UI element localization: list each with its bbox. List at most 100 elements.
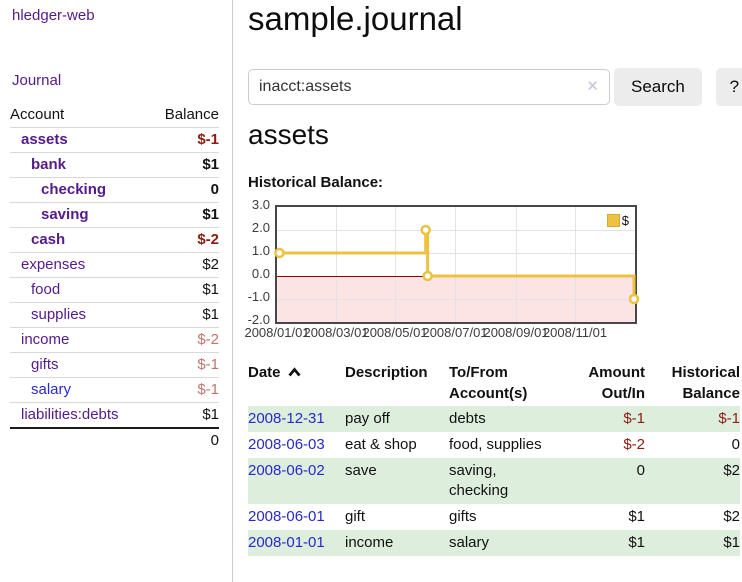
main-content: sample.journal ✕ Search ? assets Histori…	[234, 0, 742, 582]
transaction-balance: $1	[645, 530, 740, 556]
sidebar-item-journal[interactable]: Journal	[12, 72, 62, 89]
transaction-amount: $-2	[623, 436, 645, 453]
historical-balance-chart: $ 2008/01/01 2008/03/01 2008/05/01 2008/07/…	[234, 197, 742, 344]
transaction-accounts: food, supplies	[449, 436, 542, 453]
accounts-total-value: 0	[149, 427, 219, 453]
data-point-marker	[422, 270, 433, 282]
y-axis-tick-label: -1.0	[247, 289, 270, 304]
transaction-row: 2008-01-01 income salary $1 $1	[248, 530, 740, 556]
transaction-date-link[interactable]: 2008-06-03	[248, 436, 325, 453]
transaction-amount: 0	[557, 458, 645, 504]
search-input[interactable]	[248, 69, 610, 105]
x-axis-tick-label: 2008/01/01	[244, 325, 310, 340]
transaction-date-link[interactable]: 2008-12-31	[248, 410, 325, 427]
transaction-description: income	[345, 530, 449, 556]
account-balance: $-1	[149, 352, 219, 378]
transaction-date-link[interactable]: 2008-06-01	[248, 508, 325, 525]
y-axis-tick-label: 0.0	[251, 266, 270, 281]
gridline	[277, 230, 635, 231]
page-title: sample.journal	[248, 0, 463, 37]
chart-legend: $	[604, 212, 631, 229]
transaction-date-link[interactable]: 2008-06-02	[248, 462, 325, 479]
chart-title: Historical Balance:	[248, 174, 384, 191]
account-balance: $2	[149, 252, 219, 278]
account-balance: $1	[149, 202, 219, 228]
transaction-accounts: gifts	[449, 508, 477, 525]
account-row: liabilities:debts $1	[10, 402, 219, 428]
gridline	[277, 253, 635, 254]
help-button[interactable]: ?	[715, 68, 742, 106]
clear-search-icon[interactable]: ✕	[586, 78, 599, 95]
accounts-total-row: 0	[10, 427, 219, 453]
account-link-bank[interactable]: bank	[31, 156, 67, 173]
x-axis-tick-label: 2008/07/01	[422, 325, 488, 340]
y-axis-tick-label: 3.0	[251, 197, 270, 212]
account-balance: $-1	[149, 377, 219, 403]
account-link-saving[interactable]: saving	[41, 206, 89, 223]
account-balance: $1	[149, 277, 219, 303]
account-balance: $-1	[149, 127, 219, 153]
balance-line-series	[274, 224, 640, 305]
accounts-header-account: Account	[10, 106, 65, 123]
gridline	[336, 207, 337, 322]
transactions-header-row: Date Description To/From Account(s) Amou…	[248, 360, 740, 406]
account-balance: $-2	[149, 327, 219, 353]
transaction-amount: $1	[557, 530, 645, 556]
transaction-description: save	[345, 458, 449, 504]
column-header-description: Description	[345, 364, 428, 381]
account-row: income $-2	[10, 327, 219, 353]
account-balance: $1	[149, 152, 219, 178]
account-balance: $1	[149, 402, 219, 428]
transactions-table: Date Description To/From Account(s) Amou…	[248, 360, 740, 556]
legend-swatch-icon	[606, 214, 620, 227]
transaction-accounts: debts	[449, 406, 557, 432]
transaction-row: 2008-06-01 gift gifts $1 $2	[248, 504, 740, 530]
transaction-amount: $1	[628, 508, 645, 525]
data-point-marker	[628, 293, 640, 305]
transaction-balance: $2	[723, 508, 740, 525]
account-balance: $-2	[149, 227, 219, 253]
account-link-liabilities-debts[interactable]: liabilities:debts	[21, 406, 119, 423]
account-link-assets[interactable]: assets	[21, 131, 68, 148]
account-row: checking 0	[10, 177, 219, 203]
account-link-income[interactable]: income	[21, 331, 70, 348]
transaction-accounts: saving, checking	[449, 458, 557, 504]
transaction-accounts: salary	[449, 530, 557, 556]
y-axis-tick-label: 1.0	[251, 243, 270, 258]
gridline	[277, 299, 635, 300]
x-axis-tick-label: 2008/09/01	[483, 325, 549, 340]
account-row: supplies $1	[10, 302, 219, 328]
sort-ascending-icon	[287, 367, 301, 377]
transaction-description: eat & shop	[345, 436, 417, 453]
transaction-amount: $-1	[557, 406, 645, 432]
x-axis-tick-label: 2008/05/01	[362, 325, 428, 340]
app-title-link[interactable]: hledger-web	[12, 7, 95, 24]
account-row: cash $-2	[10, 227, 219, 253]
transaction-description: gift	[345, 508, 366, 525]
register-account-heading: assets	[248, 119, 329, 150]
column-header-date[interactable]: Date	[248, 360, 345, 406]
sidebar: hledger-web Journal Account Balance asse…	[0, 0, 233, 582]
accounts-header-balance: Balance	[164, 106, 219, 123]
account-link-gifts[interactable]: gifts	[31, 356, 59, 373]
accounts-table: Account Balance assets $-1 bank $1 checking 0…	[10, 103, 219, 453]
transaction-balance: 0	[731, 436, 740, 453]
search-form: ✕ Search ?	[248, 68, 742, 106]
transaction-row: 2008-06-02 save saving, checking 0 $2	[248, 458, 740, 504]
transaction-date-link[interactable]: 2008-01-01	[248, 534, 325, 551]
search-button[interactable]: Search	[614, 68, 702, 106]
account-link-supplies[interactable]: supplies	[31, 306, 87, 323]
transaction-row: 2008-06-03 eat & shop food, supplies $-2 0	[248, 432, 740, 458]
column-header-accounts: To/From Account(s)	[449, 364, 528, 402]
account-link-expenses[interactable]: expenses	[21, 256, 86, 273]
gridline	[516, 207, 517, 322]
chart-plot-area: $	[274, 205, 640, 324]
account-link-cash[interactable]: cash	[31, 231, 66, 248]
account-balance: 0	[149, 177, 219, 203]
account-link-salary[interactable]: salary	[31, 381, 72, 398]
account-link-checking[interactable]: checking	[41, 181, 107, 198]
legend-label: $	[621, 213, 629, 228]
account-link-food[interactable]: food	[31, 281, 61, 298]
x-axis-tick-label: 2008/11/01	[542, 325, 608, 340]
x-axis-tick-label: 2008/03/01	[303, 325, 369, 340]
